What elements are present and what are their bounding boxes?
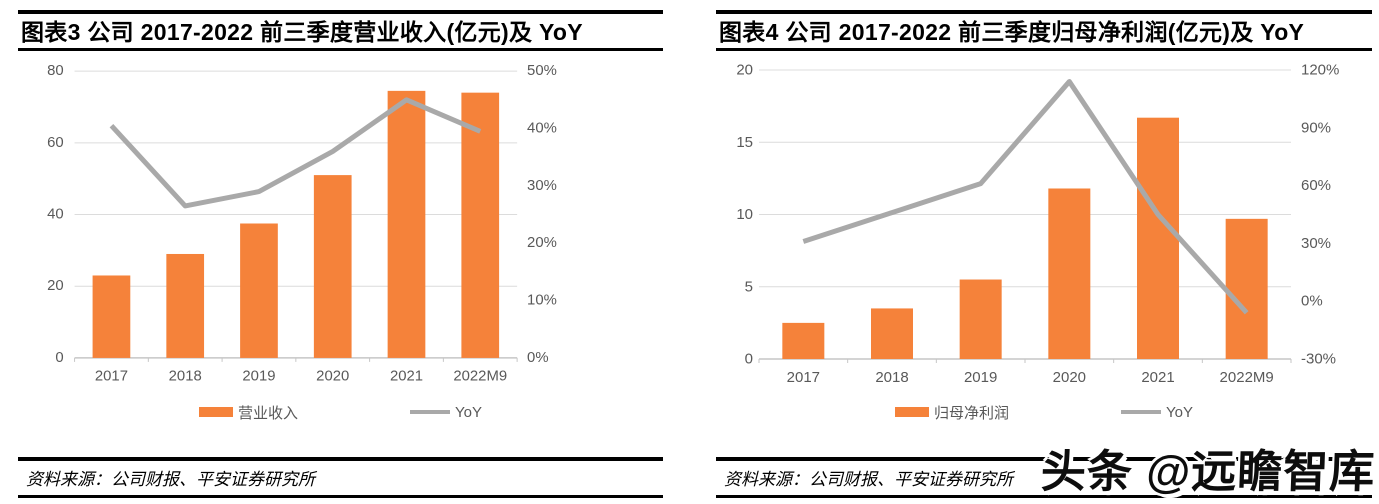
bar (166, 253, 205, 358)
bar (1137, 117, 1179, 359)
bar (782, 322, 825, 359)
legend-item-bar: 营业收入 (199, 402, 298, 423)
net-profit-chart-panel: 图表4 公司 2017-2022 前三季度归母净利润(亿元)及 YoY 20 15… (716, 10, 1372, 498)
x-category-label: 2018 (875, 369, 908, 386)
left-axis-tick-label: 60 (47, 135, 64, 151)
left-axis-tick-label: 15 (736, 134, 753, 151)
source-note: 资料来源：公司财报、平安证券研究所 (26, 470, 315, 489)
right-axis-tick-label: 20% (527, 235, 557, 251)
legend-item-bar: 归母净利润 (895, 402, 1009, 423)
right-axis-tick-label: 50% (527, 63, 557, 79)
right-axis-tick-label: 40% (527, 121, 557, 137)
chart-title: 图表3 公司 2017-2022 前三季度营业收入(亿元)及 YoY (21, 19, 583, 45)
right-axis-tick-label: 90% (1301, 119, 1331, 136)
right-axis-tick-label: 30% (1301, 235, 1331, 252)
legend-item-line: YoY (410, 404, 482, 421)
right-axis-tick-label: -30% (1301, 351, 1336, 368)
x-category-label: 2022M9 (1220, 369, 1274, 386)
right-axis-tick-label: 10% (527, 293, 557, 309)
profit-chart-canvas: 20 15 10 5 0 120% 90% 60% 30% 0% -30% 2017 2018 2019 2… (736, 62, 1339, 387)
legend-item-line: YoY (1121, 404, 1193, 421)
top-rule (18, 10, 663, 14)
revenue-chart-canvas: 80 60 40 20 0 50% 40% 30% 20% 10% 0% 2017 2018 2019 20… (47, 63, 557, 385)
line-swatch (410, 410, 451, 414)
yoy-line (109, 97, 482, 209)
left-axis-tick-label: 40 (47, 207, 64, 223)
x-category-label: 2018 (169, 369, 202, 385)
bar (387, 90, 426, 358)
yoy-line (802, 79, 1249, 315)
bar (1225, 218, 1268, 359)
source-bottom-rule (716, 495, 1372, 498)
legend-label: 营业收入 (238, 404, 299, 422)
x-category-label: 2022M9 (453, 369, 507, 385)
bar (959, 279, 1002, 359)
right-axis-tick-label: 0% (1301, 293, 1323, 310)
left-axis-tick-label: 10 (736, 206, 753, 223)
bar (92, 275, 131, 358)
legend-label: YoY (1166, 403, 1193, 421)
right-axis-tick-label: 120% (1301, 62, 1339, 79)
bar (871, 308, 913, 359)
x-category-label: 2021 (390, 369, 423, 385)
watermark: 头条 @远瞻智库 (1039, 446, 1376, 497)
left-axis-tick-label: 0 (745, 351, 753, 368)
left-axis-tick-label: 20 (736, 62, 753, 79)
revenue-chart-panel: 图表3 公司 2017-2022 前三季度营业收入(亿元)及 YoY 80 60 4… (18, 10, 663, 498)
source-top-rule (18, 457, 663, 461)
left-axis-tick-label: 0 (55, 350, 63, 366)
line-swatch (1121, 410, 1162, 414)
right-axis-tick-label: 60% (1301, 177, 1331, 194)
x-category-label: 2019 (242, 369, 275, 385)
title-row: 图表4 公司 2017-2022 前三季度归母净利润(亿元)及 YoY (716, 14, 1372, 48)
bar (461, 92, 500, 358)
title-bottom-rule (716, 48, 1372, 51)
source-top-rule (716, 457, 1372, 461)
source-note: 资料来源：公司财报、平安证券研究所 (724, 470, 1013, 489)
left-axis-tick-label: 20 (47, 278, 64, 294)
legend-label: YoY (455, 403, 482, 421)
bar (313, 175, 352, 358)
x-category-label: 2017 (787, 369, 820, 386)
top-rule (716, 10, 1372, 14)
legend: 营业收入 YoY (18, 388, 663, 436)
left-axis-tick-label: 80 (47, 63, 64, 79)
source-bottom-rule (18, 495, 663, 498)
chart-title: 图表4 公司 2017-2022 前三季度归母净利润(亿元)及 YoY (719, 19, 1305, 45)
x-category-label: 2017 (95, 369, 128, 385)
bar (240, 223, 278, 358)
right-axis-tick-label: 0% (527, 350, 549, 366)
x-category-label: 2019 (964, 369, 997, 386)
left-axis-tick-label: 5 (745, 278, 753, 295)
title-row: 图表3 公司 2017-2022 前三季度营业收入(亿元)及 YoY (18, 14, 663, 48)
legend-label: 归母净利润 (934, 404, 1010, 422)
bar-swatch (895, 407, 929, 417)
legend: 归母净利润 YoY (716, 388, 1372, 436)
bar-swatch (199, 407, 233, 417)
bar (1048, 188, 1091, 359)
title-bottom-rule (18, 48, 663, 51)
spacer (18, 436, 663, 457)
x-category-label: 2021 (1141, 369, 1174, 386)
right-axis-tick-label: 30% (527, 178, 557, 194)
x-category-label: 2020 (1053, 369, 1086, 386)
x-category-label: 2020 (316, 369, 349, 385)
